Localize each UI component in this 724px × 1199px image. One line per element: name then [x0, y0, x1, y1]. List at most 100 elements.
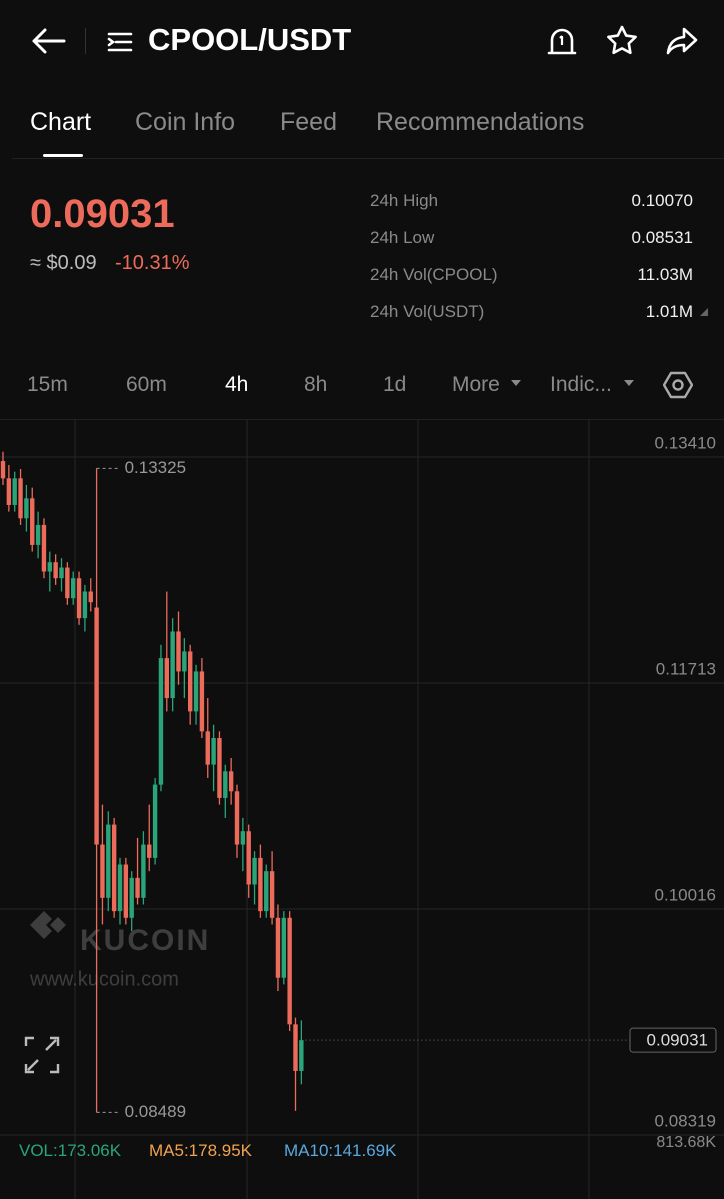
- candle-body: [275, 917, 281, 978]
- timeframe[interactable]: 4h: [225, 373, 249, 396]
- favorite-icon[interactable]: [605, 24, 639, 58]
- timeframe-more[interactable]: More: [452, 373, 500, 396]
- candle-body: [35, 524, 41, 545]
- watermark: KUCOIN www.kucoin.com: [29, 911, 210, 990]
- candle-body: [141, 844, 146, 898]
- dropdown-arrow: [511, 380, 521, 386]
- timeframe[interactable]: 8h: [304, 373, 328, 396]
- last-price-box: [629, 1027, 717, 1053]
- high-label: 0.13325: [125, 458, 186, 477]
- stat-label: 24h High: [370, 191, 439, 210]
- watermark-brand: KUCOIN: [80, 924, 210, 957]
- candle-body: [117, 864, 123, 912]
- candle-body: [129, 877, 134, 918]
- candle-body: [88, 591, 93, 603]
- tab[interactable]: Recommendations: [376, 108, 585, 136]
- candle-body: [135, 877, 140, 898]
- candle-body: [30, 498, 35, 545]
- stat-label: 24h Vol(CPOOL): [370, 265, 498, 284]
- candle-body: [269, 871, 275, 918]
- candle-body: [24, 498, 29, 519]
- y-tick-label: 0.08319: [655, 1111, 716, 1130]
- candle-body: [205, 731, 210, 765]
- candle-body: [41, 524, 47, 572]
- indicators[interactable]: Indic...: [550, 373, 612, 396]
- ma5-label: MA5:178.95K: [149, 1141, 253, 1160]
- candle-body: [176, 631, 181, 672]
- candle-body: [0, 461, 6, 479]
- stat-value: 0.10070: [631, 191, 693, 210]
- alert-icon[interactable]: [546, 24, 578, 58]
- timeframe[interactable]: 15m: [27, 373, 68, 396]
- candle-body: [240, 831, 246, 845]
- candle-body: [299, 1040, 304, 1071]
- candle-body: [71, 578, 76, 599]
- stat-label: 24h Low: [370, 228, 435, 247]
- candle-body: [76, 578, 82, 619]
- last-price: 0.09031: [30, 192, 175, 236]
- candle-body: [199, 671, 205, 732]
- candle-body: [211, 738, 216, 765]
- candle-body: [53, 562, 58, 579]
- volume-axis-label: 813.68K: [656, 1134, 716, 1151]
- corner-mark: [700, 308, 708, 316]
- candlestick-chart: KUCOIN www.kucoin.com 0.13410 0.11713 0.10…: [0, 420, 724, 1199]
- candle-body: [47, 562, 52, 572]
- dropdown-arrow: [624, 380, 634, 386]
- candle-body: [217, 738, 222, 798]
- stat-value: 0.08531: [631, 228, 693, 247]
- y-tick-label: 0.11713: [656, 659, 716, 678]
- candle-body: [65, 567, 70, 599]
- separator: [85, 28, 86, 54]
- candle-body: [147, 844, 152, 858]
- timeframe[interactable]: 60m: [126, 373, 167, 396]
- candle-body: [158, 658, 164, 785]
- candle-body: [59, 567, 64, 579]
- low-label: 0.08489: [125, 1102, 186, 1121]
- divider: [0, 419, 724, 420]
- candle-body: [100, 844, 105, 898]
- candle-body: [252, 857, 257, 885]
- vertical-grid: [74, 420, 590, 1199]
- fiat-price: ≈ $0.09: [30, 252, 97, 274]
- candle-body: [111, 824, 117, 912]
- share-icon[interactable]: [665, 25, 699, 57]
- candle-body: [82, 591, 88, 619]
- candle-body: [152, 784, 158, 858]
- price-change: -10.31%: [115, 252, 190, 274]
- candle-body: [287, 917, 292, 1025]
- candle-body: [123, 864, 129, 918]
- candle-body: [193, 671, 199, 712]
- tab[interactable]: Coin Info: [135, 108, 236, 136]
- candle-body: [164, 658, 169, 699]
- candle-body: [182, 651, 187, 672]
- tab-indicator: [43, 154, 83, 157]
- candle-body: [188, 651, 193, 712]
- divider: [12, 158, 724, 159]
- volume-label: VOL:173.06K: [19, 1141, 122, 1160]
- candle-body: [228, 771, 234, 792]
- menu-icon[interactable]: [106, 30, 134, 54]
- back-button[interactable]: [30, 26, 68, 56]
- tab[interactable]: Feed: [280, 108, 337, 136]
- fullscreen-icon[interactable]: [24, 1036, 60, 1074]
- stat-label: 24h Vol(USDT): [370, 302, 485, 321]
- candle-body: [281, 917, 286, 978]
- candle-body: [264, 871, 269, 912]
- last-price-label: 0.09031: [647, 1031, 708, 1050]
- candle-body: [258, 857, 263, 912]
- candle-body: [170, 631, 175, 699]
- settings-icon[interactable]: [663, 370, 693, 400]
- candle-body: [6, 478, 12, 505]
- timeframe[interactable]: 1d: [383, 373, 407, 396]
- candle-body: [12, 478, 17, 505]
- pair-title: CPOOL/USDT: [148, 22, 352, 57]
- watermark-url: www.kucoin.com: [29, 968, 179, 990]
- candle-body: [234, 791, 240, 845]
- stat-value: 11.03M: [637, 265, 693, 284]
- tab[interactable]: Chart: [30, 108, 92, 136]
- candle-body: [106, 824, 111, 898]
- y-tick-label: 0.10016: [655, 885, 716, 904]
- candle-body: [293, 1024, 298, 1071]
